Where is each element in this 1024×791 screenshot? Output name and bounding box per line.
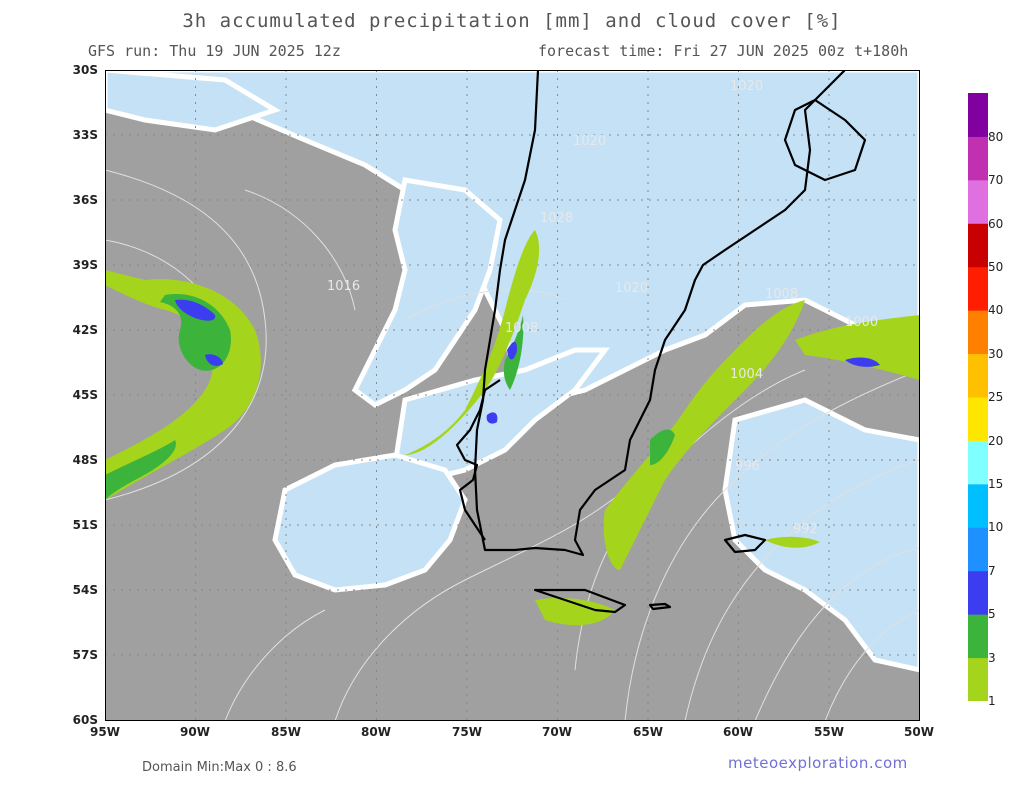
colorbar-label: 5	[988, 607, 996, 621]
colorbar-label: 7	[988, 564, 996, 578]
isobar-label: 1008	[505, 321, 538, 336]
cloud-cover-layer	[105, 70, 920, 673]
colorbar-segment	[968, 614, 988, 659]
colorbar-label: 1	[988, 694, 996, 708]
colorbar-label: 3	[988, 651, 996, 665]
lon-label: 65W	[633, 725, 663, 739]
chart-title: 3h accumulated precipitation [mm] and cl…	[182, 10, 842, 32]
coast-falklands	[723, 533, 767, 554]
precip-east-max	[845, 357, 880, 367]
precip-andes-max-2	[486, 412, 498, 424]
isobar-label: 1028	[540, 211, 573, 226]
lon-label: 85W	[271, 725, 301, 739]
lat-label: 42S	[72, 323, 98, 337]
colorbar-label: 40	[988, 303, 1004, 317]
coast-chile-fjords	[455, 379, 501, 541]
lon-label: 70W	[542, 725, 572, 739]
precip-atlantic-band	[603, 300, 805, 570]
colorbar-label: 20	[988, 434, 1004, 448]
precipitation-layer	[105, 230, 920, 626]
lat-label: 45S	[72, 388, 98, 402]
colorbar-label: 15	[988, 477, 1004, 491]
lon-label: 90W	[180, 725, 210, 739]
colorbar-label: 50	[988, 260, 1004, 274]
coastline-layer	[455, 70, 867, 614]
brand-link[interactable]: meteoexploration.com	[728, 754, 908, 772]
colorbar-segment	[968, 397, 988, 441]
domain-minmax-label: Domain Min:Max 0 : 8.6	[142, 760, 297, 775]
precip-west-max	[175, 299, 216, 321]
isobar-label: 996	[735, 459, 760, 474]
coast-east-lakes	[783, 98, 867, 182]
colorbar-segment	[968, 223, 988, 268]
precip-andes-max	[507, 341, 517, 360]
colorbar-segment	[968, 440, 988, 485]
lat-label: 33S	[72, 128, 98, 142]
isobar-label: 1016	[327, 279, 360, 294]
lat-label: 57S	[72, 648, 98, 662]
colorbar-segment	[968, 527, 988, 572]
forecast-time-label: forecast time: Fri 27 JUN 2025 00z t+180…	[538, 42, 909, 60]
lat-label: 51S	[72, 518, 98, 532]
lat-label: 39S	[72, 258, 98, 272]
colorbar-label: 25	[988, 390, 1004, 404]
lat-label: 54S	[72, 583, 98, 597]
colorbar-segment	[968, 266, 988, 311]
precip-east-band	[795, 315, 920, 380]
model-run-label: GFS run: Thu 19 JUN 2025 12z	[88, 42, 341, 60]
cloud-west-ocean	[105, 70, 281, 133]
colorbar-segment	[968, 179, 988, 224]
lat-label: 30S	[72, 63, 98, 77]
lon-label: 80W	[361, 725, 391, 739]
precip-west-max-2	[205, 354, 223, 366]
isobar-label: 1020	[573, 134, 606, 149]
lon-label: 50W	[904, 725, 934, 739]
lat-label: 36S	[72, 193, 98, 207]
isobar-label: 992	[793, 522, 818, 537]
precip-tierra-del-fuego	[535, 598, 615, 626]
isobar-label: 1004	[730, 367, 763, 382]
colorbar-segment	[968, 657, 988, 701]
lon-label: 95W	[90, 725, 120, 739]
coast-south-america	[473, 70, 846, 557]
colorbar-segment	[968, 353, 988, 398]
precip-falklands	[765, 536, 820, 548]
colorbar-segment	[968, 93, 988, 137]
colorbar-label: 80	[988, 130, 1004, 144]
colorbar-label: 60	[988, 217, 1004, 231]
isobar-labels: 1020 1020 1028 1016 1020 1008 1008 1000 …	[327, 79, 878, 537]
lat-label: 60S	[72, 713, 98, 727]
colorbar-segment	[968, 310, 988, 355]
coast-tierra-del-fuego	[533, 588, 627, 614]
lon-label: 55W	[814, 725, 844, 739]
precip-west-core	[160, 294, 231, 371]
colorbar-segment	[968, 570, 988, 615]
colorbar-segment	[968, 483, 988, 528]
lon-label: 75W	[452, 725, 482, 739]
colorbar-label: 70	[988, 173, 1004, 187]
precip-southwest	[105, 440, 176, 500]
cloud-south-pacific	[272, 452, 468, 593]
lat-label: 48S	[72, 453, 98, 467]
cloud-east-atlantic	[722, 397, 920, 673]
precipitation-map: 1020 1020 1028 1016 1020 1008 1008 1000 …	[105, 70, 920, 721]
precip-atlantic-core	[650, 429, 675, 465]
isobar-label: 1020	[615, 281, 648, 296]
cloud-central-pacific	[351, 177, 503, 408]
colorbar-label: 10	[988, 520, 1004, 534]
map-frame	[105, 70, 920, 721]
colorbar-segment	[968, 136, 988, 181]
isobar-label: 1008	[765, 287, 798, 302]
precip-andes	[405, 230, 540, 455]
colorbar	[968, 93, 988, 701]
isobar-label: 1020	[730, 79, 763, 94]
colorbar-label: 30	[988, 347, 1004, 361]
lon-label: 60W	[723, 725, 753, 739]
isobar-label: 1000	[845, 315, 878, 330]
coast-isla-estados	[648, 602, 672, 611]
